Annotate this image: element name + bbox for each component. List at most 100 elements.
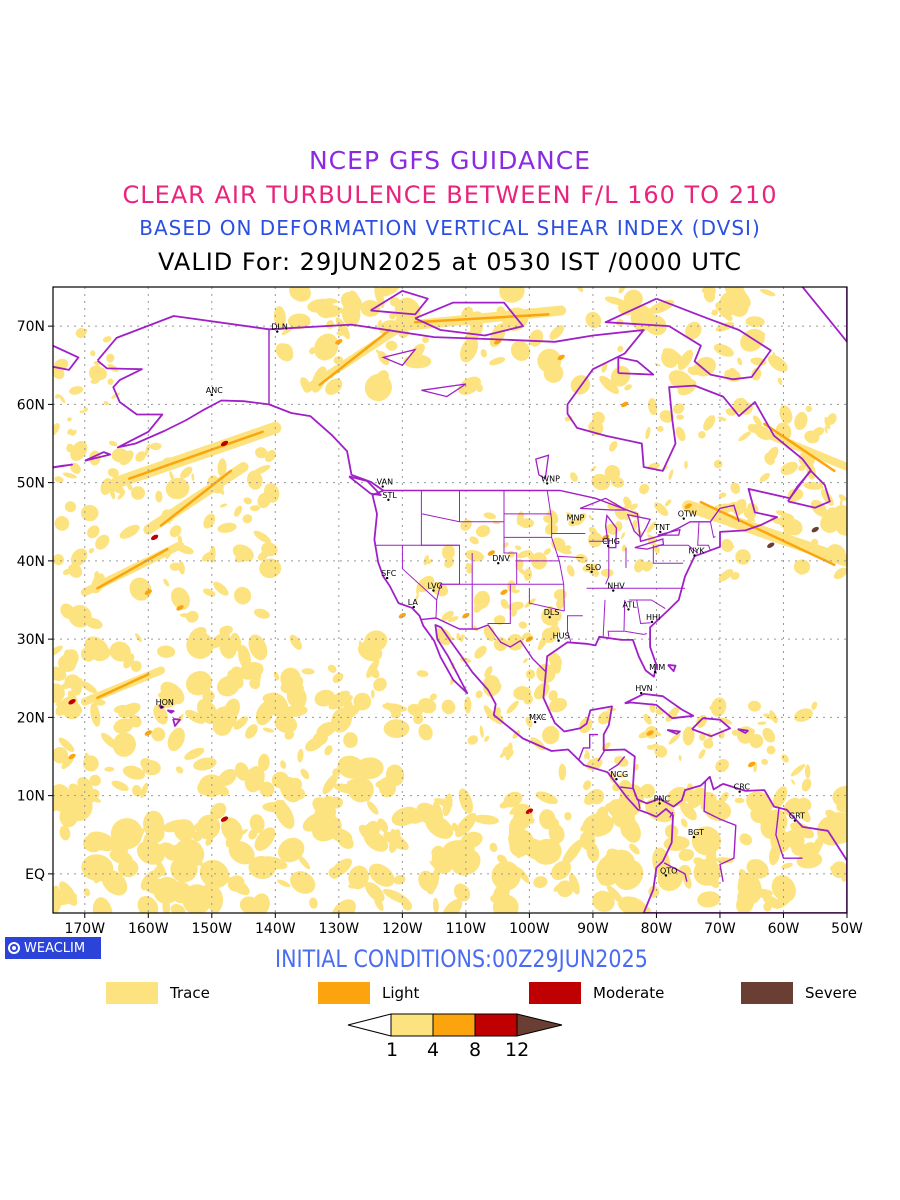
trace-patch: [441, 699, 456, 715]
trace-patch: [484, 735, 490, 742]
trace-patch: [711, 309, 719, 316]
trace-patch: [676, 414, 685, 420]
coastline: [667, 664, 677, 673]
trace-patch: [607, 849, 636, 878]
trace-patch: [389, 312, 396, 320]
trace-patch: [617, 896, 647, 913]
trace-patch: [730, 571, 740, 580]
trace-patch: [590, 465, 597, 472]
trace-patch: [548, 698, 568, 713]
trace-patch: [209, 631, 230, 649]
trace-patch: [55, 699, 70, 706]
light-streak: [159, 469, 233, 527]
coastline: [787, 470, 831, 509]
state-border: [636, 599, 651, 625]
trace-patch: [678, 754, 682, 761]
trace-patch: [79, 680, 98, 694]
light-spot: [748, 761, 756, 768]
trace-patch: [80, 504, 99, 522]
trace-patch: [739, 833, 753, 846]
x-tick-label: 160W: [128, 921, 169, 937]
trace-patch: [429, 693, 437, 701]
x-tick-label: 140W: [255, 921, 296, 937]
trace-patch: [368, 863, 395, 887]
station-dot-pnc: [658, 802, 661, 805]
trace-patch: [191, 473, 195, 481]
station-label-sfc: SFC: [381, 569, 397, 578]
trace-patch: [219, 625, 233, 636]
trace-patch: [95, 855, 104, 864]
station-dot-anc: [210, 393, 213, 397]
station-dot-la: [412, 605, 415, 609]
station-dot-van: [381, 485, 384, 488]
legend-label-moderate: Moderate: [593, 984, 665, 1002]
trace-patch: [444, 557, 455, 568]
x-tick-label: 60W: [768, 921, 800, 937]
trace-patch: [347, 884, 358, 889]
station-dot-dnv: [497, 562, 500, 565]
trace-patch: [827, 413, 837, 425]
trace-patch: [556, 880, 574, 898]
trace-patch: [136, 840, 165, 865]
trace-patch: [295, 700, 305, 713]
trace-patch: [737, 357, 743, 366]
trace-patch: [343, 732, 358, 748]
trace-patch: [162, 819, 189, 833]
station-dot-crc: [738, 790, 741, 793]
trace-patch: [53, 666, 67, 681]
trace-patch: [112, 840, 129, 858]
moderate-spot: [525, 808, 534, 815]
initial-conditions: INITIAL CONDITIONS:00Z29JUN2025: [275, 945, 648, 973]
trace-patch: [503, 542, 509, 548]
country-border: [578, 733, 598, 760]
light-streak: [413, 313, 550, 324]
coastline: [604, 297, 772, 381]
trace-patch: [617, 345, 624, 353]
trace-patch: [255, 447, 268, 459]
trace-patch: [543, 608, 562, 622]
map-frame: [52, 286, 848, 914]
trace-patch: [67, 428, 74, 435]
trace-patch: [473, 590, 491, 610]
legend-label-severe: Severe: [805, 984, 857, 1002]
trace-patch: [289, 287, 311, 302]
trace-patch: [413, 713, 424, 725]
trace-patch: [642, 560, 653, 572]
trace-patch: [540, 354, 552, 366]
trace-patch: [675, 426, 686, 442]
trace-patch: [53, 888, 63, 913]
trace-patch: [698, 749, 706, 759]
trace-patch: [555, 597, 566, 609]
trace-patch: [382, 703, 407, 713]
trace-patch: [309, 347, 316, 355]
trace-patch: [451, 822, 459, 832]
lake-outline: [535, 454, 550, 480]
trace-patch: [196, 699, 219, 725]
station-label-nyk: NYK: [689, 546, 706, 555]
state-border: [652, 545, 684, 564]
trace-patch: [106, 353, 115, 363]
trace-patch: [606, 885, 624, 904]
country-border: [620, 786, 633, 790]
legend-label-light: Light: [382, 984, 420, 1002]
trace-patch: [257, 551, 269, 561]
trace-patch: [242, 514, 253, 524]
light-spot: [144, 589, 152, 595]
weaclim-logo-icon: [8, 942, 20, 954]
severe-spot: [811, 526, 819, 533]
lake-outline: [604, 513, 618, 549]
trace-patch: [839, 498, 843, 508]
trace-patch: [337, 834, 354, 849]
trace-patch: [325, 378, 343, 395]
trace-patch: [85, 617, 103, 629]
trace-patch: [416, 583, 420, 596]
coastlines-borders: [53, 287, 847, 913]
x-tick-label: 170W: [64, 921, 105, 937]
trace-patch: [128, 715, 142, 728]
trace-patch: [165, 477, 190, 500]
trace-patch: [585, 311, 602, 329]
trace-patch: [361, 765, 370, 775]
trace-patch: [797, 797, 812, 811]
station-dot-hon: [160, 706, 163, 709]
colorbar-bin-trace: [390, 1013, 434, 1037]
